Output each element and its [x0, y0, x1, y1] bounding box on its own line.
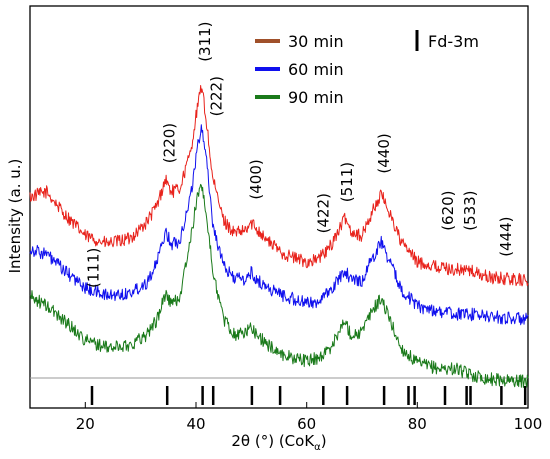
x-axis-label: 2θ (°) (CoKα) [231, 432, 326, 453]
x-tick-label-100: 100 [514, 415, 543, 433]
x-tick-label-40: 40 [186, 415, 205, 433]
peak-label-533: (533) [461, 190, 479, 230]
peak-label-440: (440) [375, 133, 393, 173]
legend-label-reference: Fd-3m [428, 32, 479, 51]
y-axis-label: Intensity (a. u.) [6, 159, 24, 274]
peak-label-422: (422) [314, 193, 332, 233]
reference-ticks [90, 386, 527, 405]
peak-label-620: (620) [439, 190, 457, 230]
peak-label-111: (111) [85, 248, 103, 288]
plot-frame [29, 5, 529, 409]
peak-labels: (111) (220) (311) (222) (400) (422) (511) (440)… [85, 21, 515, 288]
x-axis-ticks: 20 40 60 80 100 [76, 402, 543, 433]
peak-label-311: (311) [196, 21, 214, 61]
x-tick-label-20: 20 [76, 415, 95, 433]
x-tick-label-80: 80 [408, 415, 427, 433]
x-axis-label-main: 2θ (°) (CoK [231, 432, 315, 450]
series-line-90-min [29, 183, 529, 388]
x-tick-label-60: 60 [297, 415, 316, 433]
peak-label-400: (400) [247, 159, 265, 199]
peak-label-444: (444) [497, 216, 515, 256]
legend-label-60-min: 60 min [288, 60, 344, 79]
legend: 30 min 60 min 90 min Fd-3m [255, 30, 479, 107]
peak-label-220: (220) [160, 123, 178, 163]
series-line-60-min [29, 124, 529, 326]
legend-label-30-min: 30 min [288, 32, 344, 51]
peak-label-222: (222) [208, 76, 226, 116]
x-axis-label-end: ) [321, 432, 327, 450]
series-group [29, 85, 529, 388]
legend-label-90-min: 90 min [288, 88, 344, 107]
series-line-30-min [29, 85, 529, 287]
x-axis-label-subscript: α [314, 442, 321, 453]
peak-label-511: (511) [338, 162, 356, 202]
